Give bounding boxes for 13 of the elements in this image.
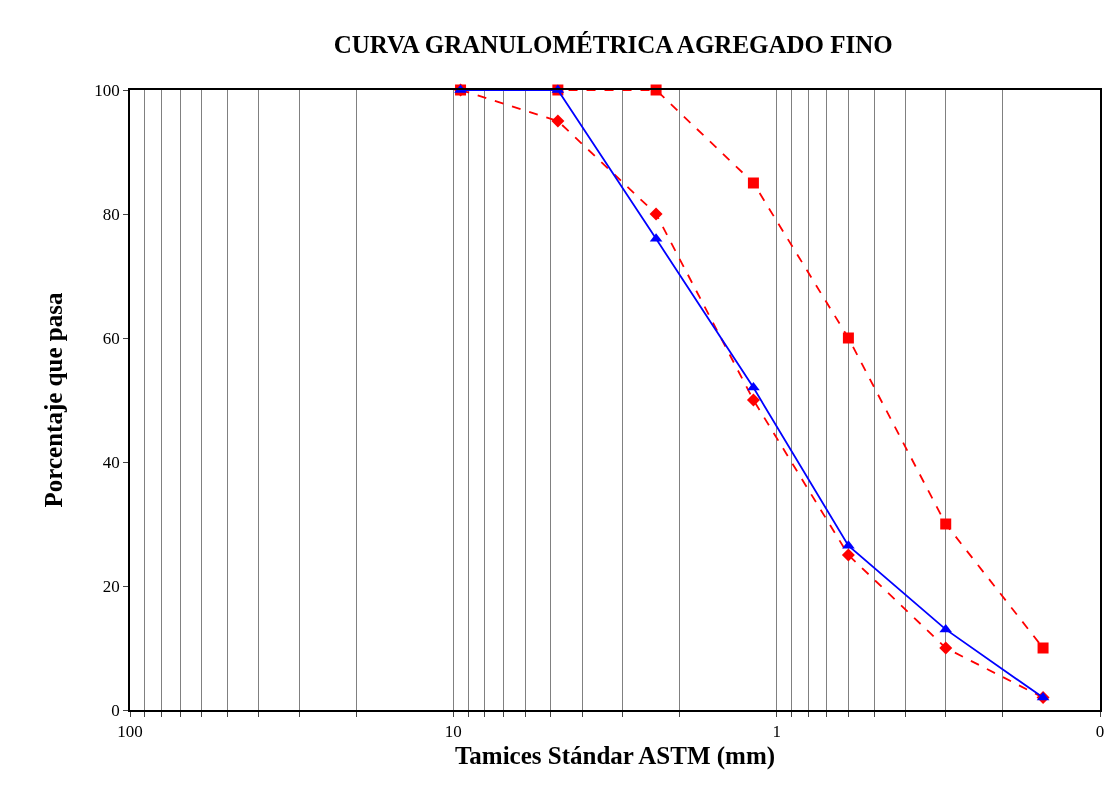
y-axis-title: Porcentaje que pasa	[39, 292, 67, 508]
x-tick-label: 10	[444, 722, 462, 742]
x-axis-title: Tamices Stándar ASTM (mm)	[454, 741, 776, 770]
y-tick-label: 80	[102, 204, 120, 224]
y-tick-label: 60	[102, 328, 120, 348]
x-tick-label: 0	[1095, 722, 1105, 742]
y-tick-label: 20	[102, 576, 120, 596]
y-tick-label: 100	[94, 80, 120, 100]
chart-title: CURVA GRANULOMÉTRICA AGREGADO FINO	[333, 30, 893, 58]
x-tick-label: 1	[772, 722, 781, 742]
y-tick-label: 0	[111, 700, 120, 720]
y-tick-label: 40	[102, 452, 120, 472]
x-tick-label: 100	[117, 722, 143, 742]
